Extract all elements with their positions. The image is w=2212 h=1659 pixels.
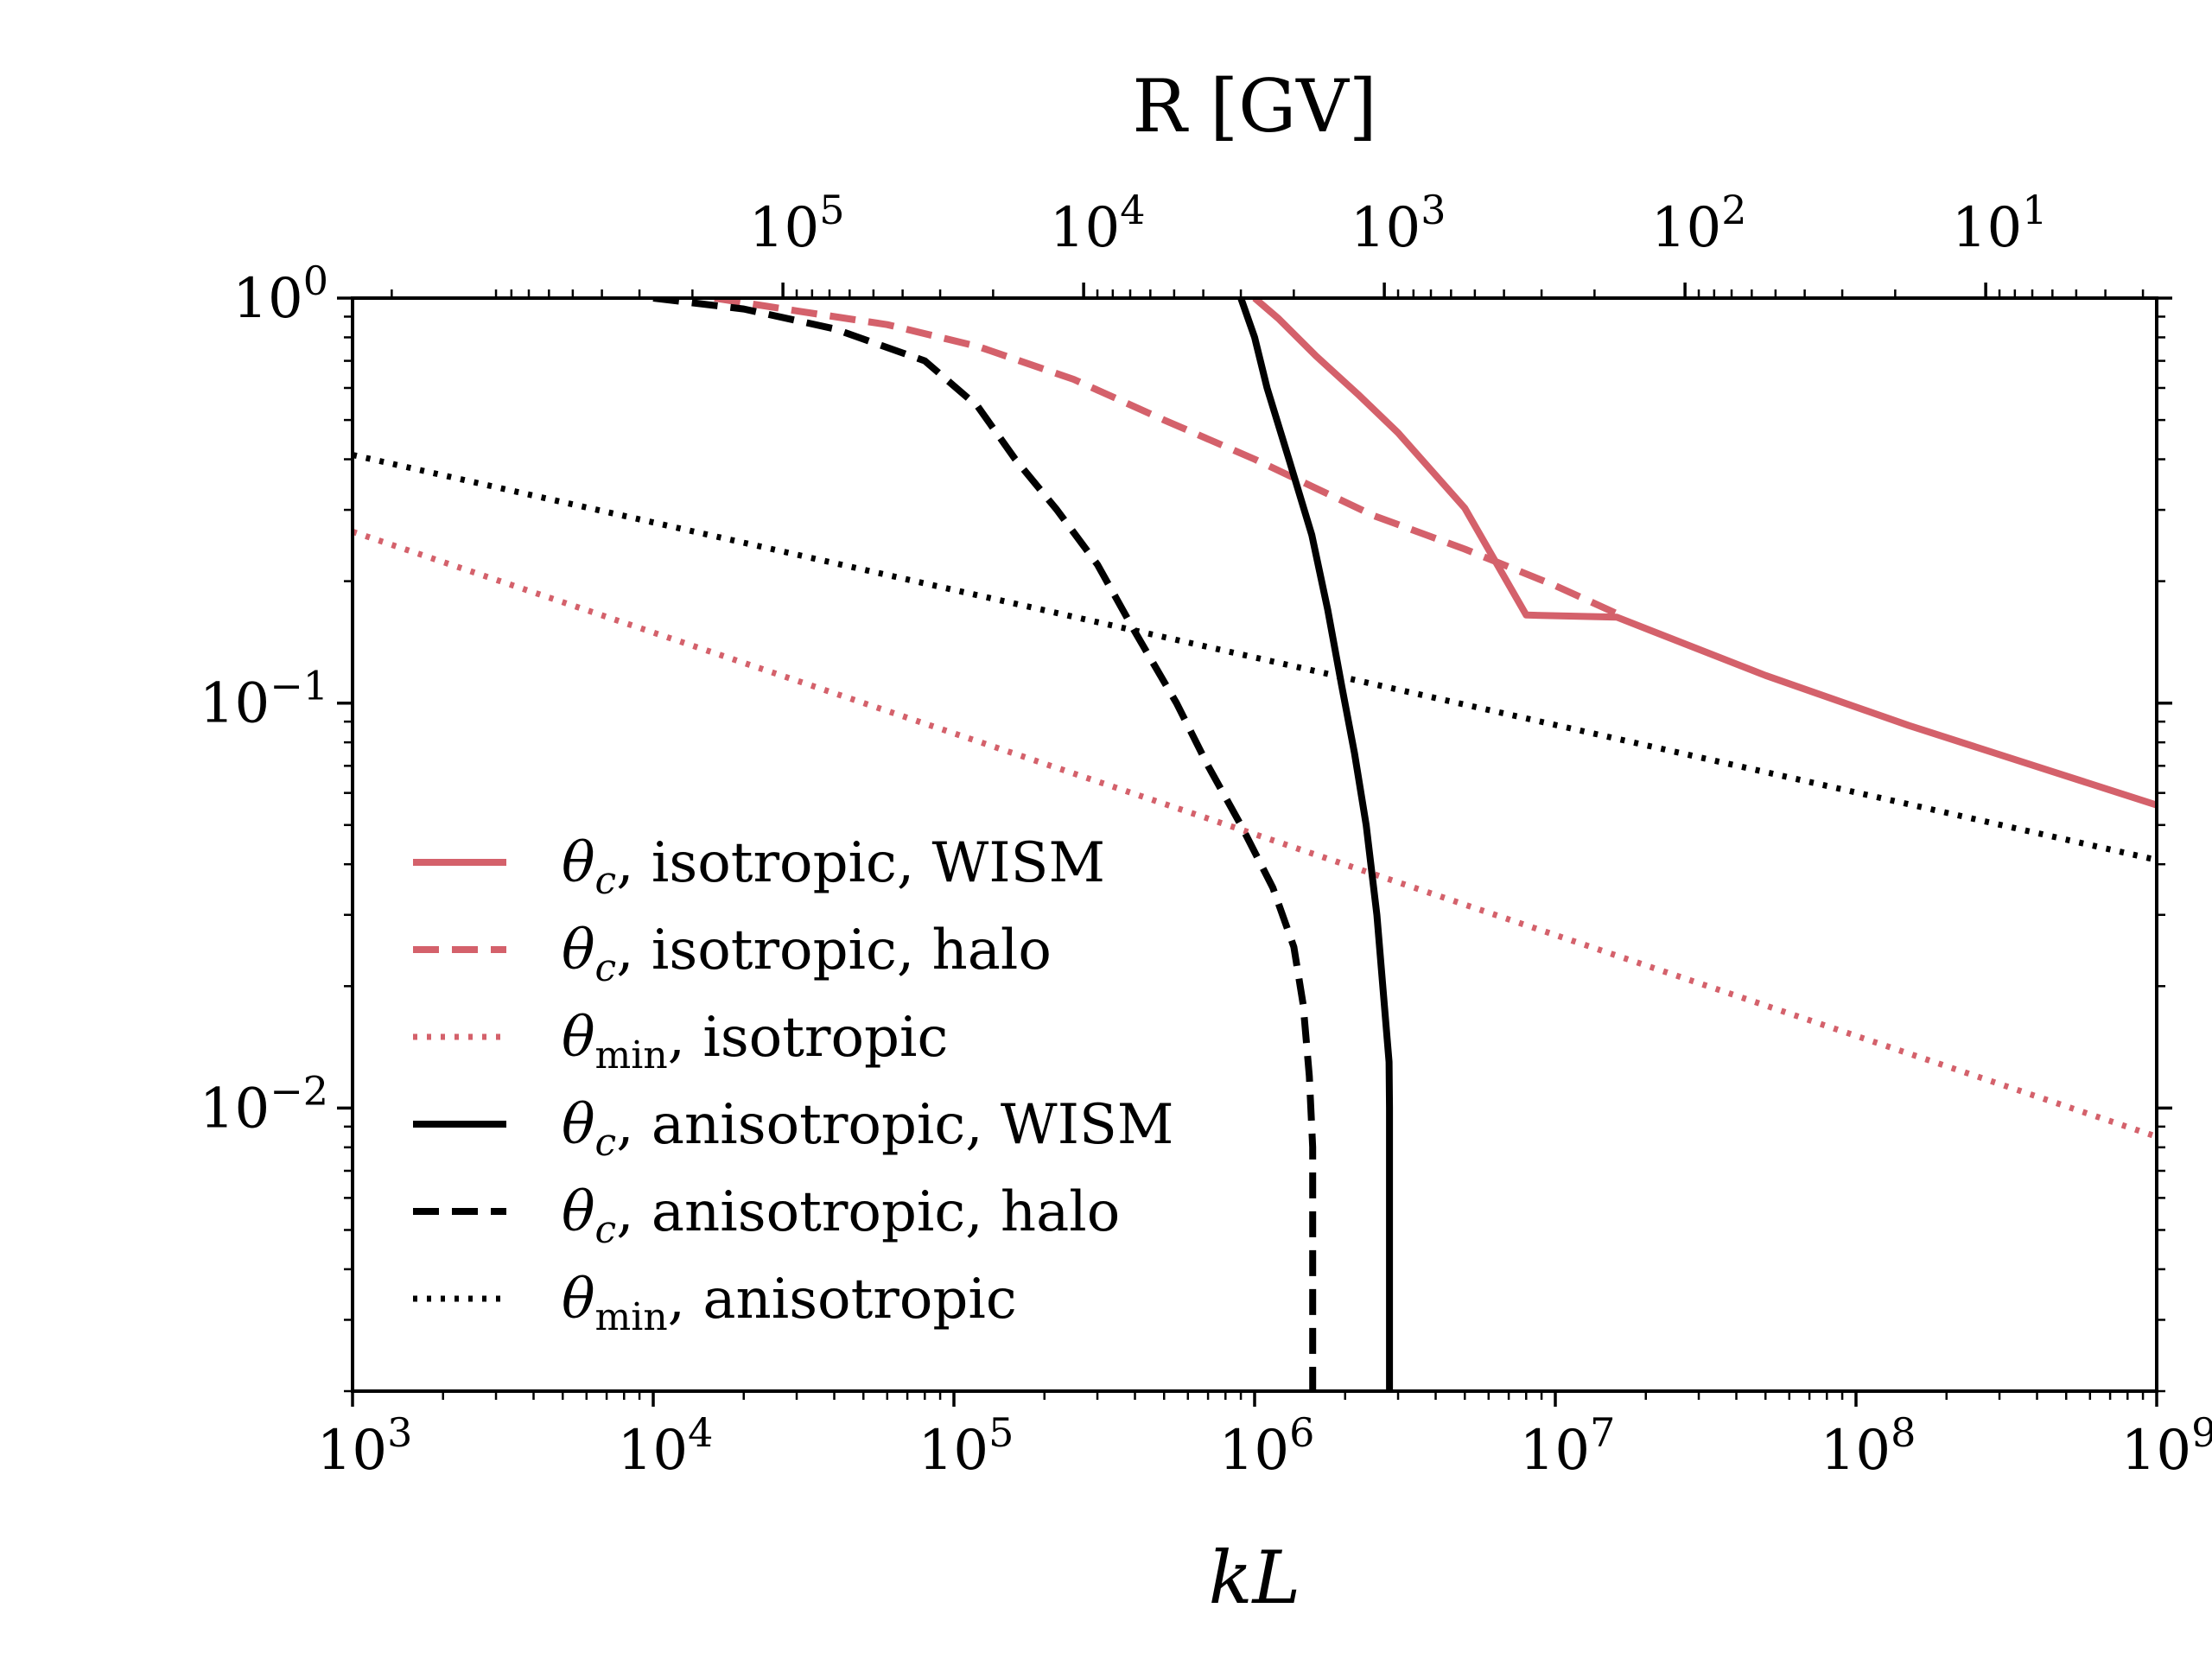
top-tick-label: 105 bbox=[749, 187, 845, 260]
legend-label: θc, isotropic, halo bbox=[562, 918, 1052, 990]
legend-item-iso-min: θmin, isotropic bbox=[413, 1006, 948, 1077]
top-tick-label: 104 bbox=[1050, 187, 1146, 260]
series-line-aniso-min bbox=[353, 452, 2157, 863]
top-tick-label: 102 bbox=[1651, 187, 1747, 260]
x-tick-label: 105 bbox=[918, 1409, 1014, 1483]
y-tick-label: 100 bbox=[232, 257, 328, 331]
tick-labels: 103 104 105 106 107 108 109 10−2 10−1 100 105 104 10… bbox=[200, 187, 2212, 1483]
legend-item-iso-wism: θc, isotropic, WISM bbox=[413, 831, 1105, 903]
legend-item-iso-halo: θc, isotropic, halo bbox=[413, 918, 1052, 990]
x-tick-label: 107 bbox=[1520, 1409, 1616, 1483]
legend-item-aniso-wism: θc, anisotropic, WISM bbox=[413, 1093, 1173, 1165]
legend-label: θmin, anisotropic bbox=[562, 1268, 1017, 1339]
series-layer bbox=[353, 298, 2157, 1391]
legend-label: θc, isotropic, WISM bbox=[562, 831, 1105, 903]
series-line-iso-wism bbox=[1252, 298, 2157, 809]
top-tick-label: 103 bbox=[1351, 187, 1446, 260]
series-line-iso-halo bbox=[714, 298, 1626, 620]
x-axis-title: kL bbox=[1209, 1535, 1301, 1620]
top-tick-label: 101 bbox=[1952, 187, 2048, 260]
major-ticks bbox=[337, 283, 2172, 1407]
x-tick-label: 104 bbox=[618, 1409, 714, 1483]
legend-label: θmin, isotropic bbox=[562, 1006, 948, 1077]
y-tick-label: 10−1 bbox=[200, 663, 328, 736]
top-axis-title: R [GV] bbox=[1132, 64, 1376, 149]
series-line-aniso-halo bbox=[652, 298, 1317, 1391]
legend-label: θc, anisotropic, halo bbox=[562, 1180, 1120, 1252]
series-line-aniso-wism bbox=[1237, 298, 1394, 1391]
legend-item-aniso-halo: θc, anisotropic, halo bbox=[413, 1180, 1120, 1252]
x-tick-label: 109 bbox=[2121, 1409, 2212, 1483]
y-tick-label: 10−2 bbox=[200, 1067, 328, 1141]
legend-item-aniso-min: θmin, anisotropic bbox=[413, 1268, 1017, 1339]
legend-label: θc, anisotropic, WISM bbox=[562, 1093, 1173, 1165]
x-tick-label: 106 bbox=[1219, 1409, 1315, 1483]
x-tick-label: 103 bbox=[317, 1409, 413, 1483]
x-tick-label: 108 bbox=[1821, 1409, 1916, 1483]
legend: θc, isotropic, WISM θc, isotropic, halo θm… bbox=[413, 831, 1173, 1339]
plot-frame bbox=[351, 296, 2158, 1393]
